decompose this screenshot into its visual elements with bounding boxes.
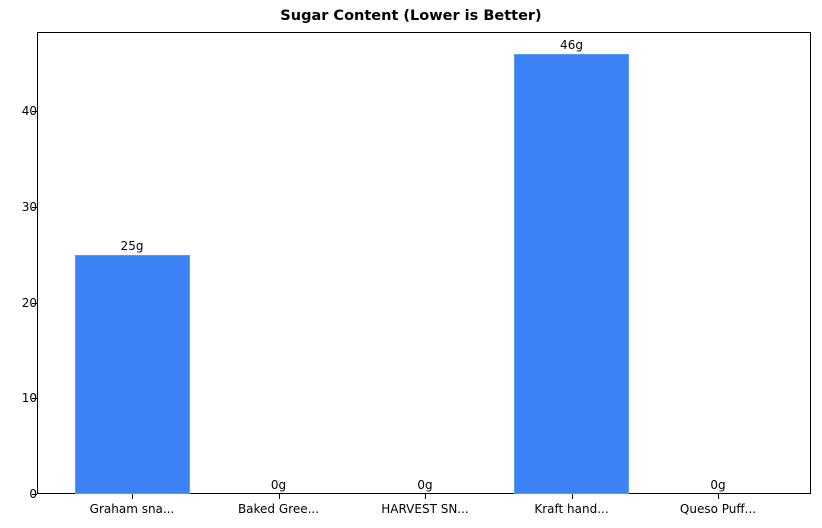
y-tick-label: 10 xyxy=(21,391,37,406)
value-label: 0g xyxy=(710,478,726,492)
value-label: 0g xyxy=(270,478,287,492)
bar xyxy=(514,54,629,494)
y-tick-label: 30 xyxy=(21,200,37,215)
y-tick-mark xyxy=(32,111,37,113)
y-tick-label: 40 xyxy=(21,104,37,119)
x-tick-mark xyxy=(278,494,280,499)
x-tick-mark xyxy=(718,494,719,499)
y-tick-mark xyxy=(32,302,37,304)
chart-title: Sugar Content (Lower is Better) xyxy=(280,8,542,24)
y-tick-mark xyxy=(32,494,37,495)
value-label: 0g xyxy=(417,478,433,492)
value-label: 46g xyxy=(560,38,583,52)
value-label: 25g xyxy=(120,238,144,253)
x-tick-label: HARVEST SN... xyxy=(381,502,469,516)
y-tick-label: 20 xyxy=(21,295,37,310)
x-tick-label: Kraft hand... xyxy=(534,502,609,516)
bar xyxy=(74,254,190,494)
x-tick-label: Graham sna... xyxy=(89,502,175,516)
x-tick-mark xyxy=(571,494,573,499)
x-tick-label: Baked Gree... xyxy=(237,502,320,516)
x-tick-label: Queso Puff... xyxy=(679,502,757,516)
x-tick-mark xyxy=(132,494,133,499)
plot-area xyxy=(37,32,811,494)
y-tick-mark xyxy=(32,207,37,209)
y-tick-mark xyxy=(32,398,37,400)
x-tick-mark xyxy=(425,494,426,499)
